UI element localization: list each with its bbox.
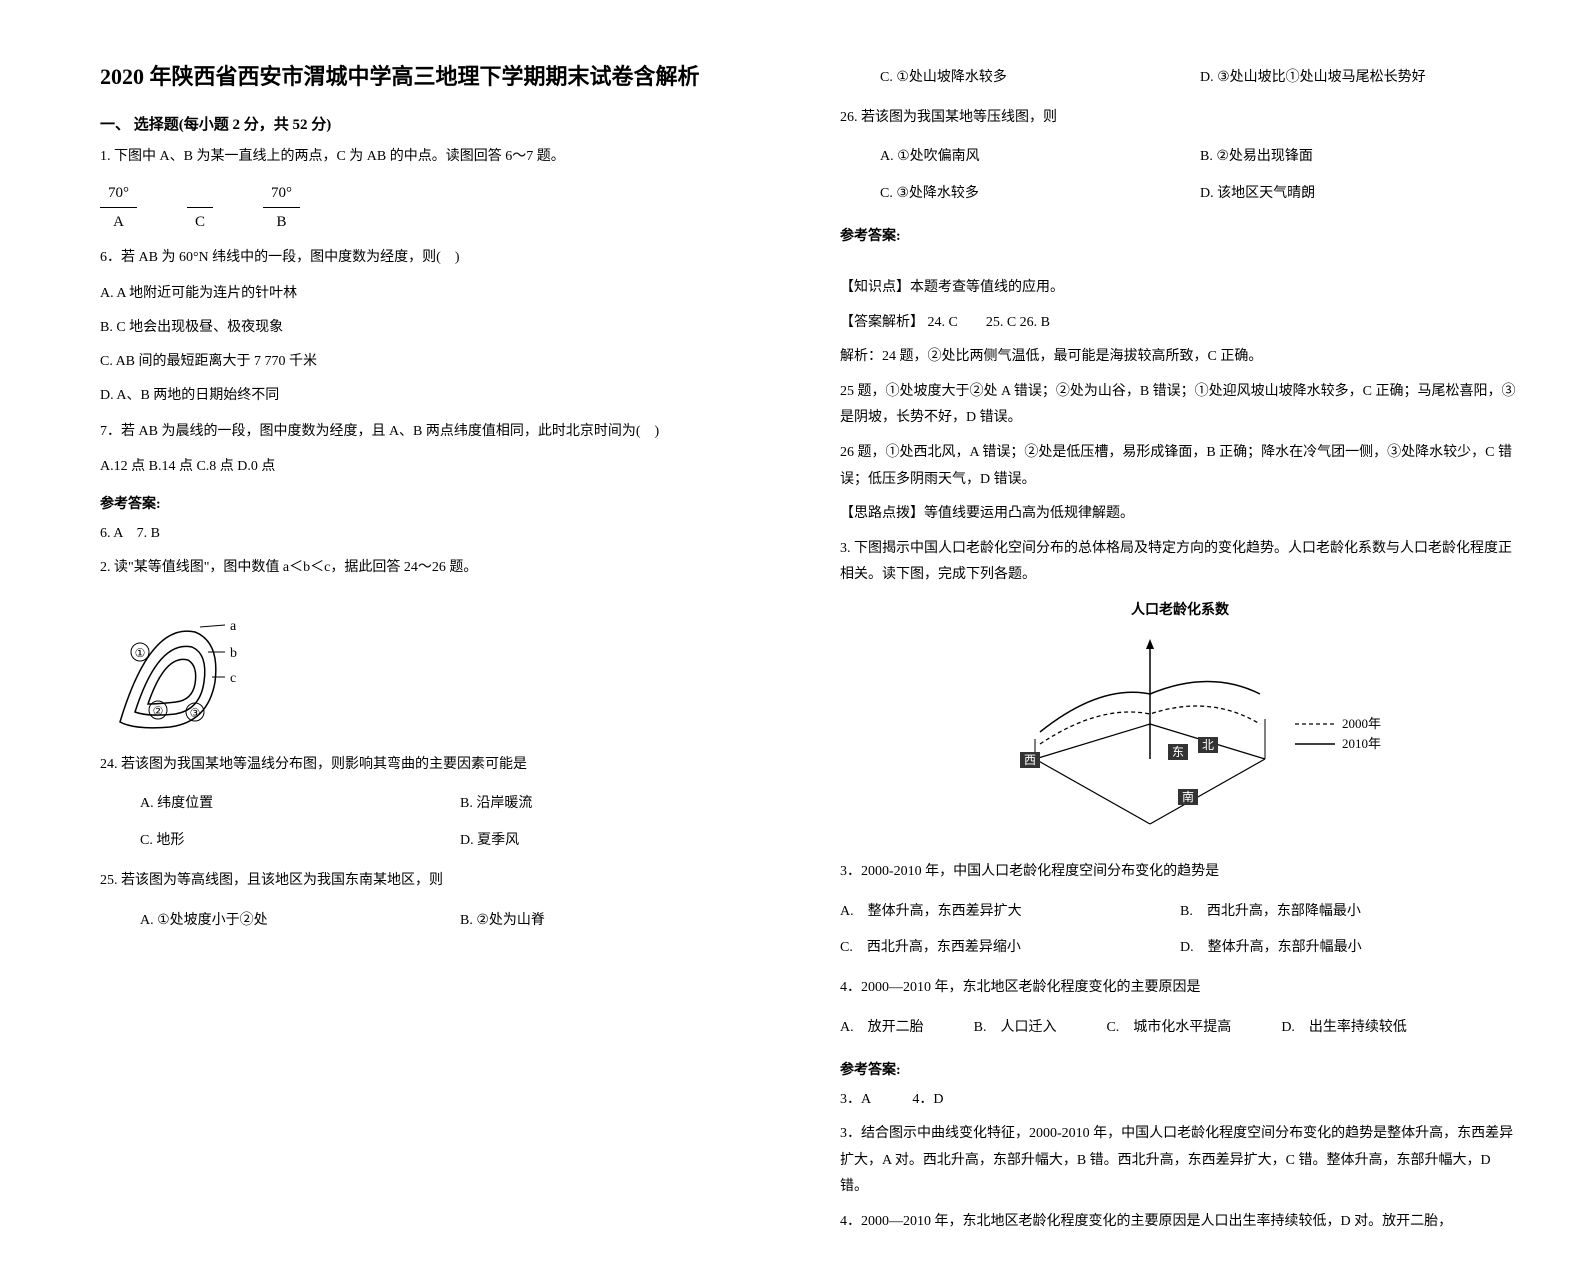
q7-opts: A.12 点 B.14 点 C.8 点 D.0 点 (100, 454, 780, 481)
svg-text:东: 东 (1172, 745, 1184, 759)
q4-stem: 4．2000—2010 年，东北地区老龄化程度变化的主要原因是 (840, 975, 1520, 1002)
answer2-label: 参考答案: (840, 225, 1520, 245)
exam-title: 2020 年陕西省西安市渭城中学高三地理下学期期末试卷含解析 (100, 60, 780, 93)
frac-top-2: 70° (263, 179, 300, 209)
knowledge-point: 【知识点】本题考查等值线的应用。 (840, 275, 1520, 302)
answer1-label: 参考答案: (100, 493, 780, 513)
q24-opt-d: D. 夏季风 (460, 826, 780, 857)
frac-bot-1: A (100, 208, 137, 237)
answer2-parse-head: 【答案解析】 24. C 25. C 26. B (840, 310, 1520, 337)
answer2-tip: 【思路点拨】等值线要运用凸高为低规律解题。 (840, 501, 1520, 528)
answer2-parse2: 25 题，①处坡度大于②处 A 错误；②处为山谷，B 错误；①处迎风坡山坡降水较… (840, 379, 1520, 432)
answer3-parse2: 4．2000—2010 年，东北地区老龄化程度变化的主要原因是人口出生率持续较低… (840, 1209, 1520, 1236)
q24-stem: 24. 若该图为我国某地等温线分布图，则影响其弯曲的主要因素可能是 (100, 752, 780, 779)
answer3: 3．A 4．D (840, 1087, 1520, 1114)
q26-opt-c: C. ③处降水较多 (880, 179, 1200, 210)
q3-opt-c: C. 西北升高，东西差异缩小 (840, 933, 1180, 964)
q3-intro: 3. 下图揭示中国人口老龄化空间分布的总体格局及特定方向的变化趋势。人口老龄化系… (840, 536, 1520, 589)
q26-opt-a: A. ①处吹偏南风 (880, 142, 1200, 173)
svg-text:南: 南 (1182, 789, 1194, 804)
svg-text:c: c (230, 671, 236, 686)
q7-stem: 7．若 AB 为晨线的一段，图中度数为经度，且 A、B 两点纬度值相同，此时北京… (100, 419, 780, 446)
q24-opt-c: C. 地形 (140, 826, 460, 857)
q25-stem: 25. 若该图为等高线图，且该地区为我国东南某地区，则 (100, 868, 780, 895)
chart-title: 人口老龄化系数 (950, 599, 1410, 619)
right-column: C. ①处山坡降水较多 D. ③处山坡比①处山坡马尾松长势好 26. 若该图为我… (840, 60, 1520, 1243)
q4-opt-d: D. 出生率持续较低 (1281, 1013, 1407, 1044)
q25-opt-b: B. ②处为山脊 (460, 906, 780, 937)
contour-figure: ① ② ③ a b c (100, 592, 300, 742)
answer1: 6. A 7. B (100, 521, 780, 548)
svg-text:②: ② (153, 704, 164, 718)
q26-opt-b: B. ②处易出现锋面 (1200, 142, 1520, 173)
q1-intro: 1. 下图中 A、B 为某一直线上的两点，C 为 AB 的中点。读图回答 6～7… (100, 144, 780, 171)
q25-opt-d: D. ③处山坡比①处山坡马尾松长势好 (1200, 63, 1520, 94)
q24-opt-a: A. 纬度位置 (140, 789, 460, 820)
section1-heading: 一、 选择题(每小题 2 分，共 52 分) (100, 113, 780, 134)
svg-text:西: 西 (1024, 753, 1036, 767)
svg-text:a: a (230, 619, 237, 634)
q4-opt-c: C. 城市化水平提高 (1106, 1013, 1231, 1044)
aging-chart: 人口老龄化系数 西 东 (950, 599, 1410, 849)
q25-opt-c: C. ①处山坡降水较多 (880, 63, 1200, 94)
frac-mid-bot: C (187, 208, 213, 237)
q6-opt-d: D. A、B 两地的日期始终不同 (100, 381, 780, 412)
svg-text:①: ① (135, 646, 146, 660)
answer3-label: 参考答案: (840, 1059, 1520, 1079)
q4-opt-b: B. 人口迁入 (974, 1013, 1057, 1044)
answer2-parse1: 解析：24 题，②处比两侧气温低，最可能是海拔较高所致，C 正确。 (840, 344, 1520, 371)
svg-text:2010年: 2010年 (1342, 736, 1381, 751)
q24-opt-b: B. 沿岸暖流 (460, 789, 780, 820)
q6-opt-c: C. AB 间的最短距离大于 7 770 千米 (100, 347, 780, 378)
q3-opt-b: B. 西北升高，东部降幅最小 (1180, 897, 1520, 928)
q4-opt-a: A. 放开二胎 (840, 1013, 924, 1044)
svg-text:北: 北 (1202, 738, 1214, 752)
frac-mid-top (187, 179, 213, 209)
q25-opt-a: A. ①处坡度小于②处 (140, 906, 460, 937)
frac-top-1: 70° (100, 179, 137, 209)
q26-stem: 26. 若该图为我国某地等压线图，则 (840, 105, 1520, 132)
q3-opt-d: D. 整体升高，东部升幅最小 (1180, 933, 1520, 964)
svg-text:③: ③ (190, 706, 201, 720)
answer3-parse1: 3．结合图示中曲线变化特征，2000-2010 年，中国人口老龄化程度空间分布变… (840, 1121, 1520, 1201)
svg-text:2000年: 2000年 (1342, 716, 1381, 731)
fraction-diagram: 70° A C 70° B (100, 179, 780, 237)
left-column: 2020 年陕西省西安市渭城中学高三地理下学期期末试卷含解析 一、 选择题(每小… (100, 60, 780, 1243)
q3-stem: 3．2000-2010 年，中国人口老龄化程度空间分布变化的趋势是 (840, 859, 1520, 886)
q6-stem: 6．若 AB 为 60°N 纬线中的一段，图中度数为经度，则( ) (100, 245, 780, 272)
frac-bot-2: B (263, 208, 300, 237)
svg-text:b: b (230, 646, 237, 661)
q6-opt-a: A. A 地附近可能为连片的针叶林 (100, 279, 780, 310)
q3-opt-a: A. 整体升高，东西差异扩大 (840, 897, 1180, 928)
q6-opt-b: B. C 地会出现极昼、极夜现象 (100, 313, 780, 344)
q2-intro: 2. 读"某等值线图"，图中数值 a＜b＜c，据此回答 24～26 题。 (100, 555, 780, 582)
q26-opt-d: D. 该地区天气晴朗 (1200, 179, 1520, 210)
answer2-parse3: 26 题，①处西北风，A 错误；②处是低压槽，易形成锋面，B 正确；降水在冷气团… (840, 440, 1520, 493)
